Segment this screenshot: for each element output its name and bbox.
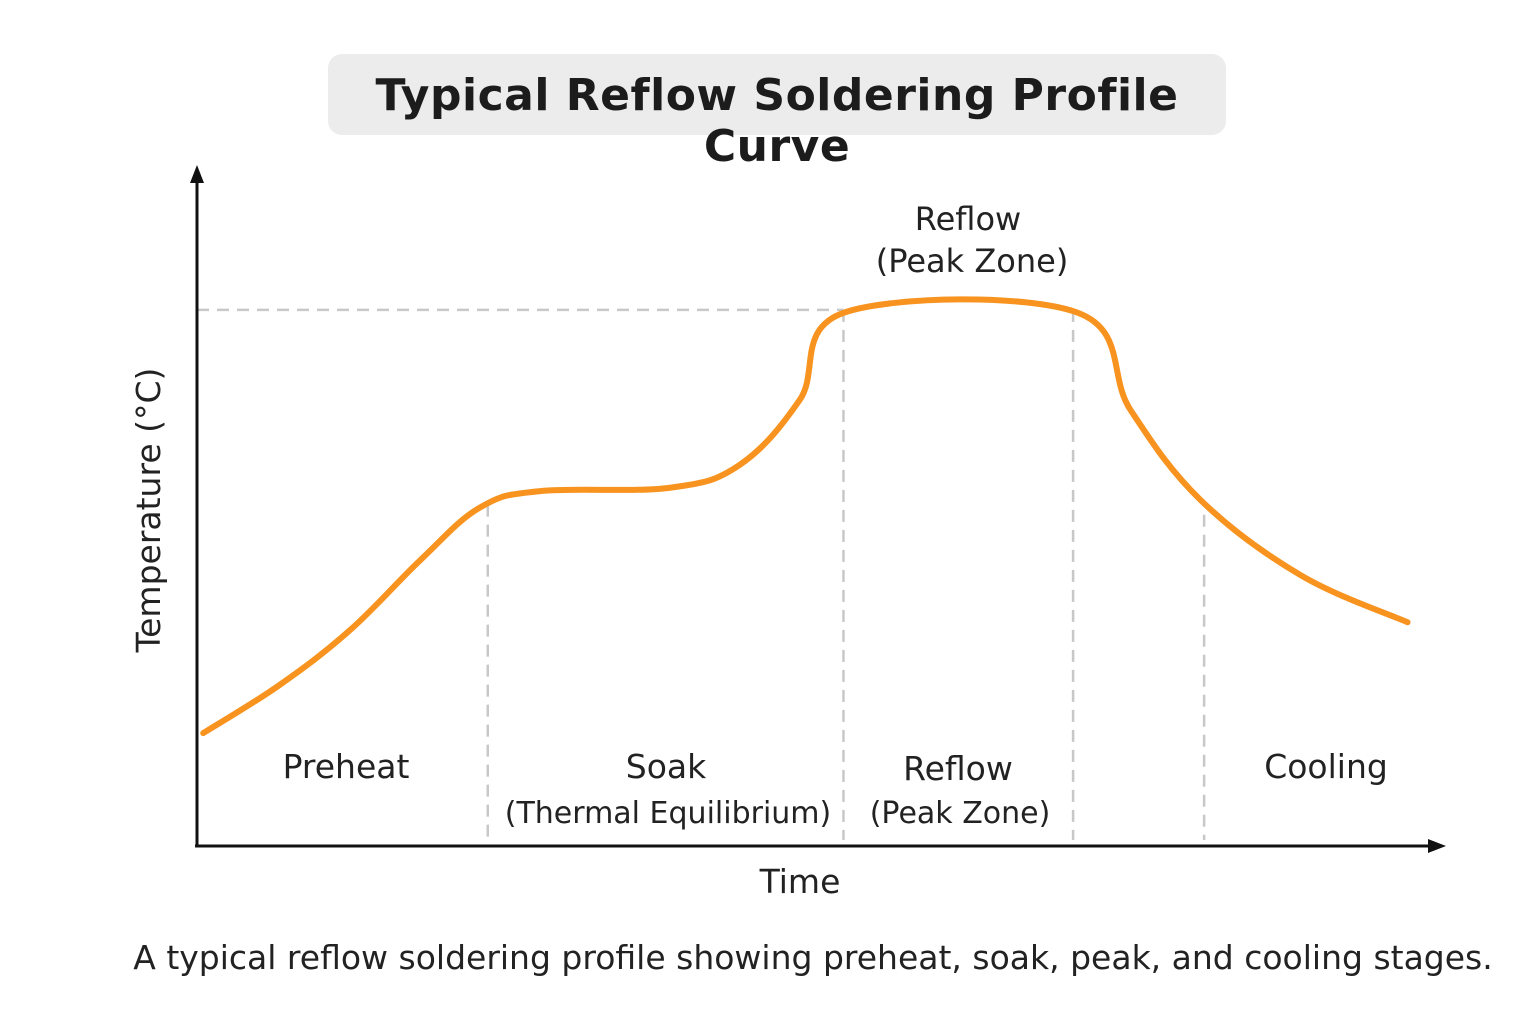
x-axis-label: Time (759, 862, 841, 901)
title-banner: Typical Reflow Soldering Profile Curve (328, 54, 1226, 172)
zone-sublabel-reflow: (Peak Zone) (870, 796, 1051, 831)
peak-annotation-line1: Reflow (915, 200, 1021, 238)
chart-title: Typical Reflow Soldering Profile Curve (375, 70, 1179, 172)
zone-label-reflow: Reflow (903, 749, 1013, 788)
zone-sublabel-soak: (Thermal Equilibrium) (505, 796, 831, 831)
zone-label-cooling: Cooling (1264, 747, 1388, 786)
peak-annotation-line2: (Peak Zone) (876, 242, 1069, 280)
temperature-curve (200, 296, 1411, 737)
y-axis-arrow-icon (190, 165, 204, 183)
zone-label-soak: Soak (626, 747, 707, 786)
x-axis-arrow-icon (1428, 839, 1446, 853)
chart-caption: A typical reflow soldering profile showi… (133, 938, 1493, 977)
zone-label-preheat: Preheat (283, 747, 410, 786)
y-axis-label: Temperature (°C) (129, 368, 168, 654)
